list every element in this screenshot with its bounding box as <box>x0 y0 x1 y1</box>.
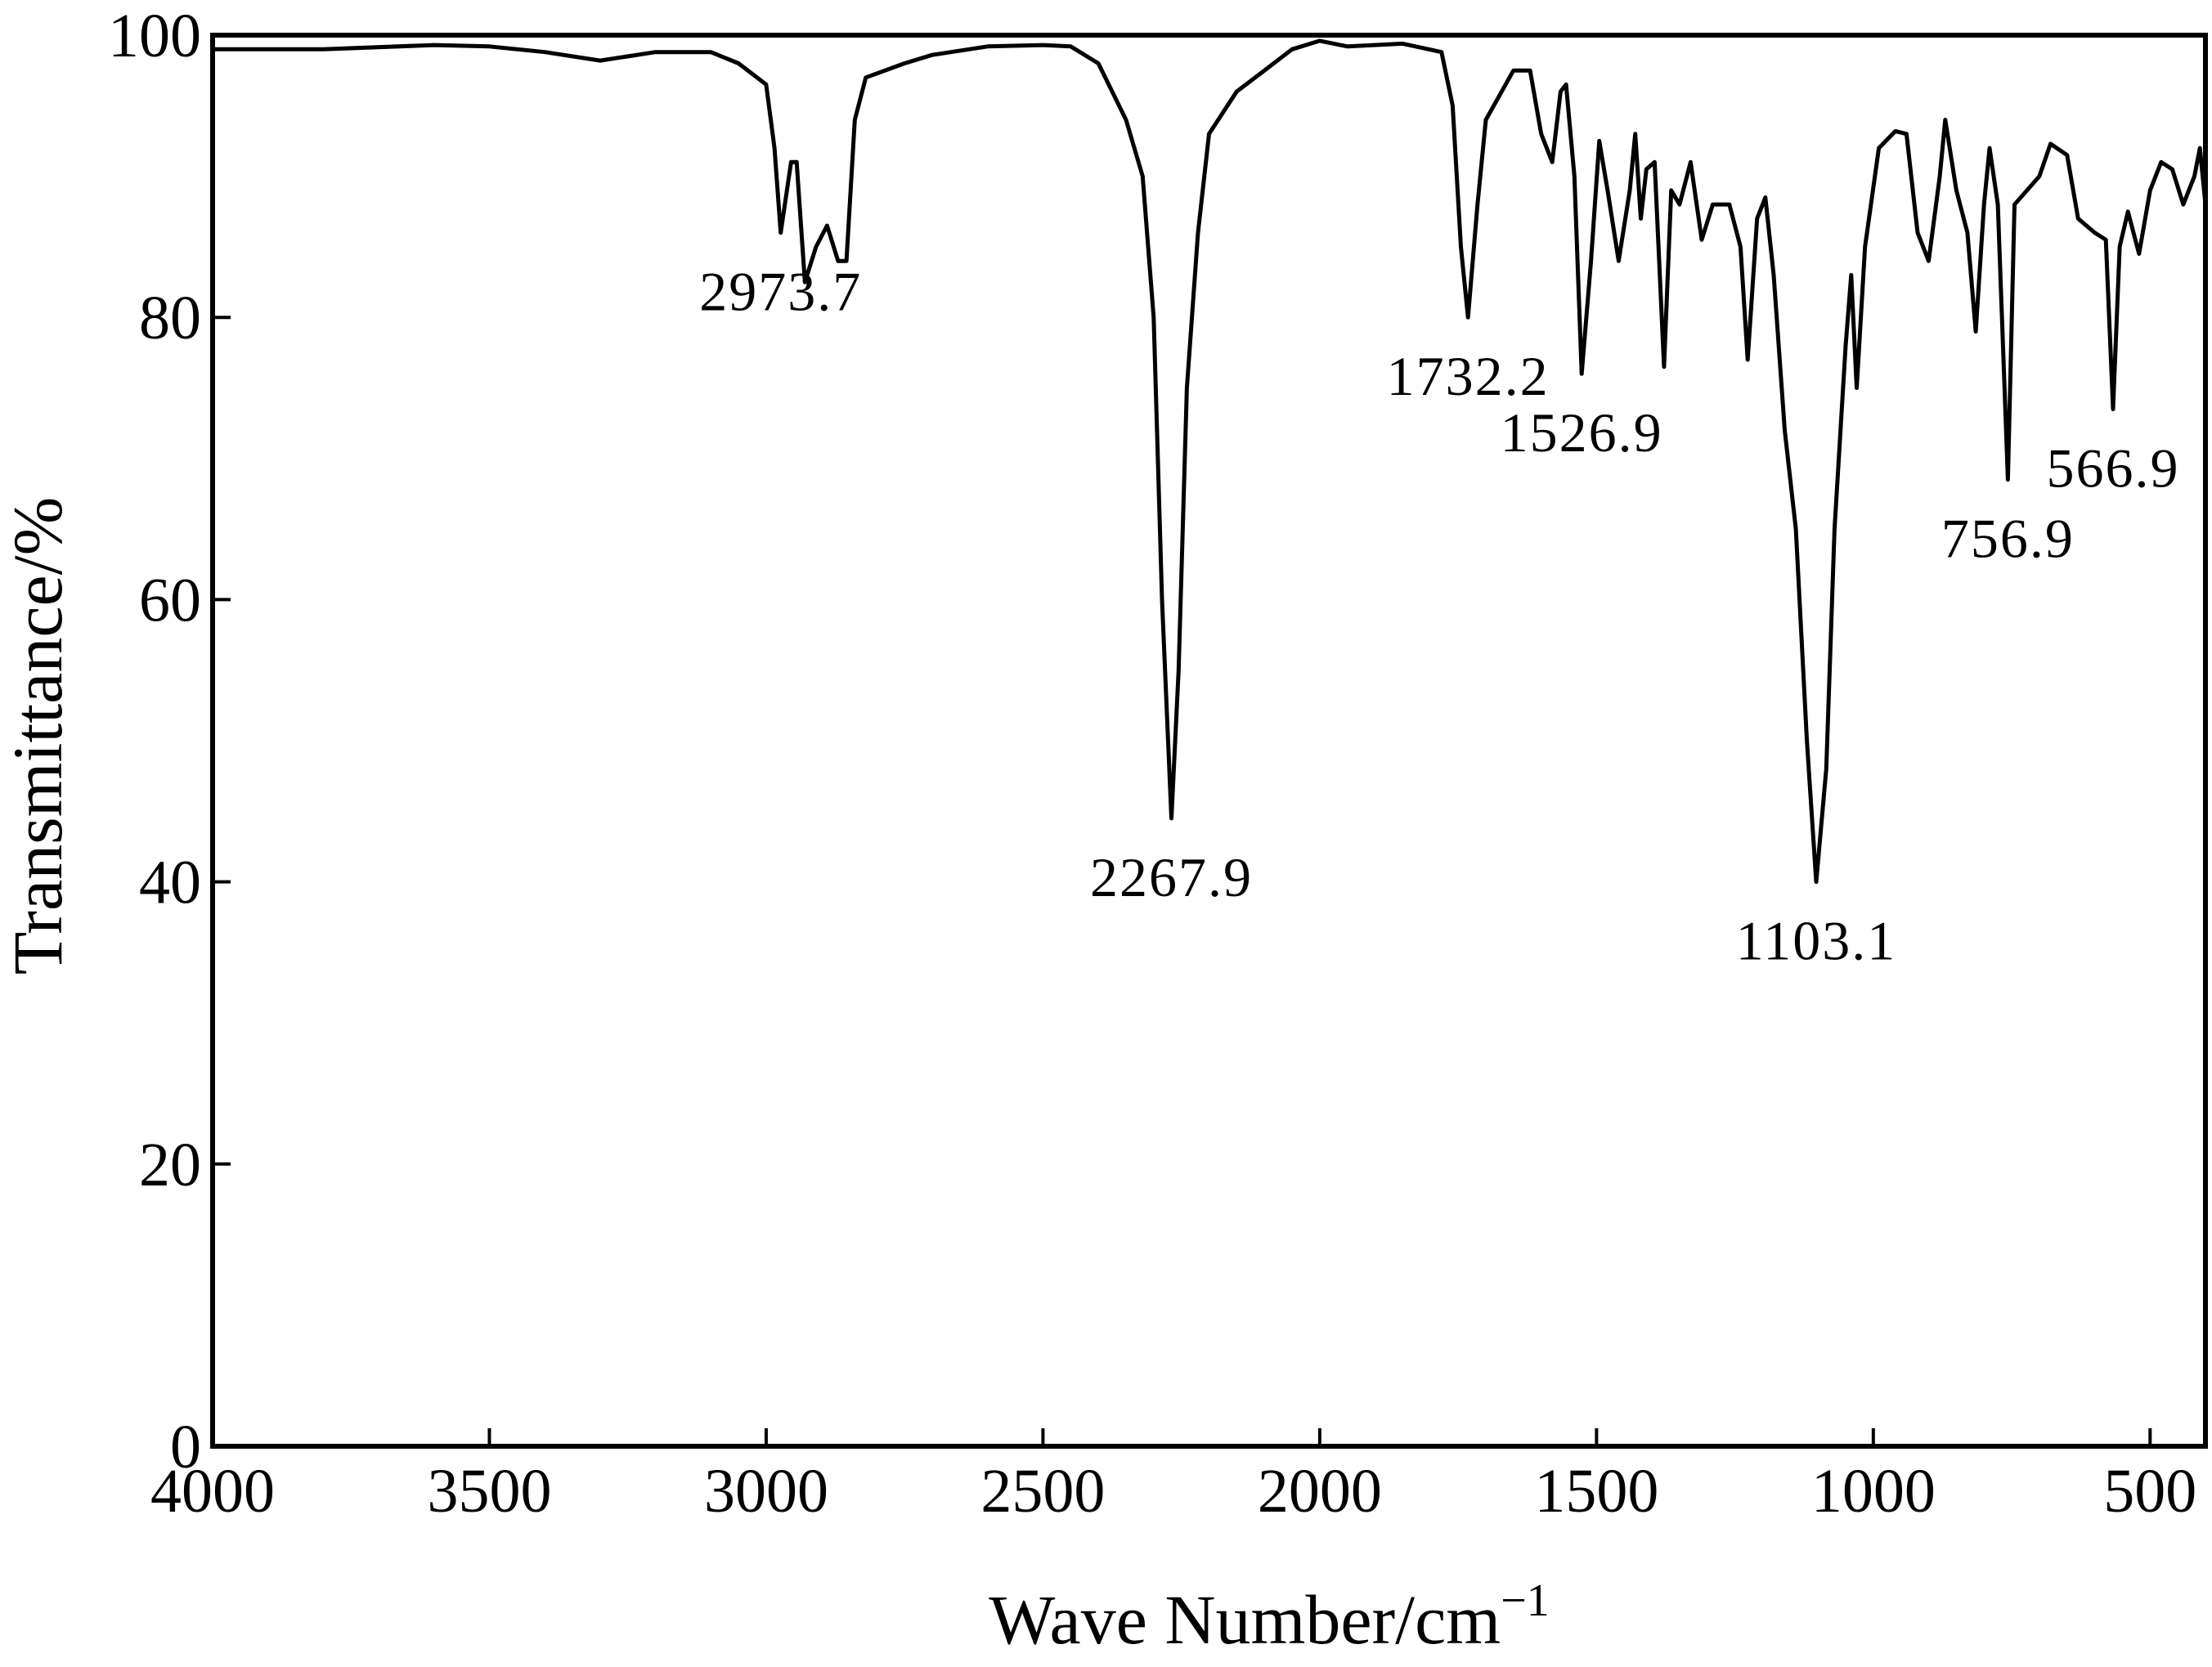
x-axis-title-sup: −1 <box>1501 1575 1550 1626</box>
x-tick-label: 1000 <box>1811 1457 1936 1526</box>
x-tick-label: 3500 <box>427 1457 551 1526</box>
peak-label: 756.9 <box>1941 508 2075 570</box>
plot-frame <box>210 33 2208 1449</box>
peak-label: 2973.7 <box>699 261 862 323</box>
y-tick-label: 80 <box>139 284 201 352</box>
peak-label: 2267.9 <box>1090 846 1253 908</box>
x-tick-label: 1500 <box>1534 1457 1658 1526</box>
y-tick-label: 20 <box>139 1131 201 1199</box>
peak-label: 1103.1 <box>1736 910 1896 972</box>
peak-label: 1732.2 <box>1387 345 1550 407</box>
spectrum-line <box>213 38 2208 885</box>
x-tick-label: 3000 <box>704 1457 828 1526</box>
x-axis-title: Wave Number/cm−1 <box>989 1575 1550 1659</box>
y-tick-label: 40 <box>139 849 201 917</box>
x-tick-label: 2500 <box>980 1457 1105 1526</box>
y-axis-title: Transmittance/% <box>0 497 77 975</box>
x-axis-title-text: Wave Number/cm <box>989 1580 1501 1659</box>
x-tick-label: 4000 <box>150 1457 275 1526</box>
peak-label: 1526.9 <box>1501 401 1663 464</box>
y-tick-label: 60 <box>139 566 201 634</box>
x-tick-label: 2000 <box>1258 1457 1382 1526</box>
y-tick-label: 100 <box>108 2 201 70</box>
y-tick-label: 0 <box>170 1413 201 1481</box>
x-tick-label: 500 <box>2103 1457 2196 1526</box>
peak-label: 566.9 <box>2047 437 2180 499</box>
